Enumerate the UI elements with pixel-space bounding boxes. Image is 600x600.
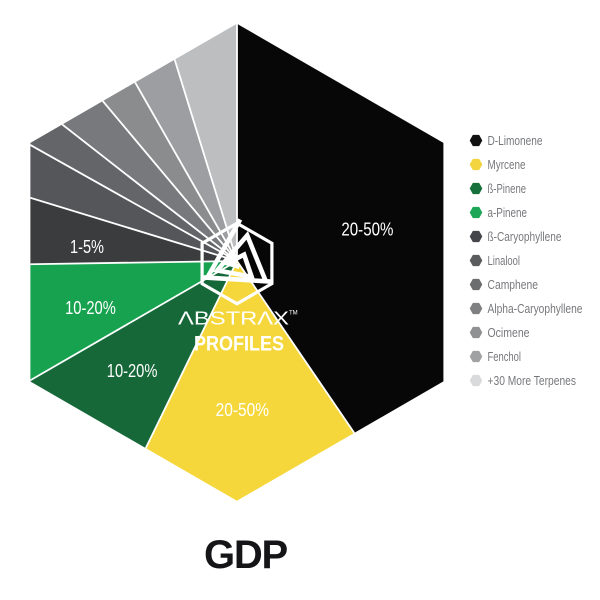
svg-text:20-50%: 20-50% xyxy=(216,399,269,420)
svg-text:ß-Caryophyllene: ß-Caryophyllene xyxy=(488,230,562,244)
svg-text:a-Pinene: a-Pinene xyxy=(488,206,528,220)
svg-text:Ocimene: Ocimene xyxy=(488,326,530,340)
svg-text:Alpha-Caryophyllene: Alpha-Caryophyllene xyxy=(488,302,583,316)
svg-text:PROFILES: PROFILES xyxy=(194,332,284,356)
svg-text:Fenchol: Fenchol xyxy=(488,350,522,364)
svg-text:+30 More Terpenes: +30 More Terpenes xyxy=(488,374,577,388)
svg-text:ß-Pinene: ß-Pinene xyxy=(488,182,527,196)
svg-text:Camphene: Camphene xyxy=(488,278,539,292)
svg-text:10-20%: 10-20% xyxy=(65,297,116,318)
svg-text:10-20%: 10-20% xyxy=(107,360,158,381)
svg-text:TM: TM xyxy=(289,311,298,317)
svg-text:GDP: GDP xyxy=(204,533,288,577)
svg-text:ΛBSTRΛX: ΛBSTRΛX xyxy=(178,309,289,329)
svg-text:Linalool: Linalool xyxy=(488,254,521,268)
svg-text:1-5%: 1-5% xyxy=(70,236,104,257)
svg-text:Myrcene: Myrcene xyxy=(488,158,526,172)
svg-text:D-Limonene: D-Limonene xyxy=(488,134,543,148)
svg-text:20-50%: 20-50% xyxy=(341,218,393,239)
